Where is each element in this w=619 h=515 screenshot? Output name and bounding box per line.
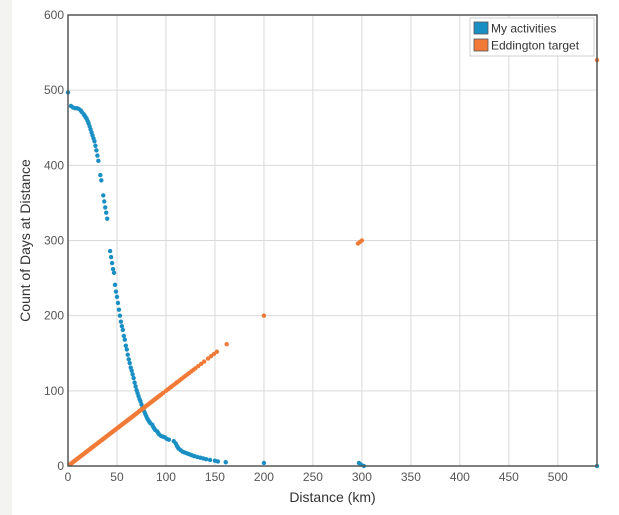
x-tick-label: 300 (352, 470, 372, 484)
data-point (261, 313, 267, 318)
x-tick-label: 50 (110, 470, 124, 484)
data-point (95, 153, 100, 158)
data-point (109, 260, 115, 266)
data-point (110, 266, 116, 272)
data-point (125, 352, 130, 357)
data-point (98, 172, 103, 178)
y-tick-label: 100 (44, 384, 64, 398)
data-point (133, 384, 138, 389)
y-tick-labels: 0 100 200 300 400 500 600 (44, 8, 64, 473)
data-point (166, 437, 172, 442)
data-point (123, 343, 128, 348)
data-point (119, 323, 125, 329)
data-point (124, 347, 129, 352)
data-point (127, 360, 132, 366)
legend-label-my-activities: My activities (491, 22, 556, 36)
data-point (215, 459, 221, 464)
data-point (132, 380, 137, 385)
x-tick-label: 250 (303, 470, 323, 484)
y-tick-label: 500 (44, 83, 64, 97)
data-point (129, 368, 134, 373)
data-point (93, 143, 98, 148)
data-point (201, 359, 207, 364)
data-point (116, 307, 122, 312)
data-point (112, 282, 118, 288)
x-tick-label: 450 (499, 470, 519, 484)
data-point (114, 294, 120, 300)
data-point (130, 372, 135, 377)
data-point (131, 375, 136, 381)
data-point (108, 254, 114, 260)
data-point (120, 327, 126, 333)
x-tick-label: 150 (205, 470, 225, 484)
data-point (359, 238, 365, 243)
x-axis-label: Distance (km) (289, 489, 375, 505)
data-point (102, 199, 107, 204)
data-point (96, 158, 101, 164)
x-tick-labels: 0 50 100 150 200 250 300 350 400 450 500 (65, 470, 568, 484)
data-point (224, 342, 229, 347)
y-tick-label: 300 (44, 234, 64, 248)
data-point (104, 210, 109, 215)
data-point (223, 460, 228, 465)
data-point (214, 349, 220, 354)
legend-box (469, 17, 595, 57)
data-point (118, 319, 124, 324)
data-point (92, 139, 97, 144)
data-point (122, 337, 128, 342)
y-tick-label: 600 (44, 8, 64, 22)
data-point (117, 313, 123, 318)
legend-swatch-eddington-target (473, 38, 489, 52)
x-tick-label: 400 (450, 470, 470, 484)
x-tick-label: 500 (548, 470, 568, 484)
x-tick-label: 350 (401, 470, 421, 484)
data-point (203, 457, 209, 462)
data-point (121, 333, 127, 339)
data-point (111, 270, 117, 276)
legend: My activities Eddington target (469, 17, 595, 57)
data-point (94, 148, 99, 153)
data-point (101, 193, 106, 198)
left-margin-strip (0, 0, 12, 515)
legend-label-eddington-target: Eddington target (491, 39, 580, 53)
data-point (115, 300, 121, 306)
plot-frame (67, 14, 598, 467)
y-tick-label: 0 (57, 459, 64, 473)
x-tick-label: 0 (65, 470, 72, 484)
data-point (207, 457, 213, 463)
x-tick-label: 100 (156, 470, 176, 484)
data-point (261, 460, 267, 466)
legend-swatch-my-activities (473, 21, 489, 35)
y-axis-label: Count of Days at Distance (17, 159, 33, 322)
series-1 (67, 57, 600, 467)
y-tick-label: 400 (44, 158, 64, 172)
data-point (126, 357, 131, 362)
data-point (99, 178, 104, 183)
data-point (107, 248, 113, 254)
x-tick-label: 200 (254, 470, 274, 484)
y-tick-label: 200 (44, 309, 64, 323)
data-point (104, 216, 110, 221)
data-point (103, 205, 108, 210)
data-point (113, 289, 119, 294)
